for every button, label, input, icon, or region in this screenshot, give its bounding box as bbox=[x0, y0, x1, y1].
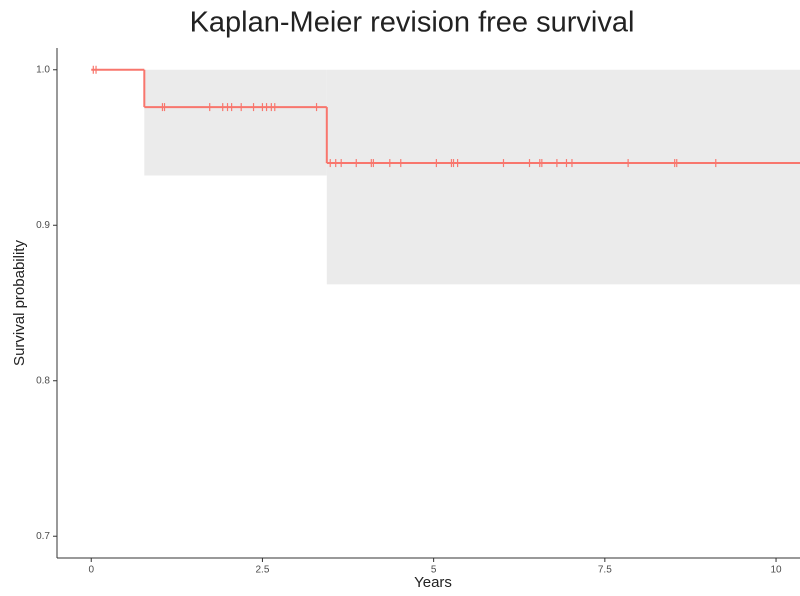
x-tick-label: 5 bbox=[431, 565, 437, 576]
y-axis-label: Survival probability bbox=[11, 240, 28, 366]
y-tick-label: 0.9 bbox=[36, 220, 50, 231]
y-tick-label: 1.0 bbox=[36, 64, 50, 75]
x-tick-label: 10 bbox=[770, 565, 782, 576]
chart-title: Kaplan-Meier revision free survival bbox=[190, 7, 635, 39]
x-axis-label: Years bbox=[414, 574, 452, 591]
confidence-band bbox=[326, 69, 800, 285]
x-tick-label: 2.5 bbox=[255, 565, 269, 576]
x-tick-label: 7.5 bbox=[598, 565, 612, 576]
y-tick-label: 0.8 bbox=[36, 375, 50, 386]
x-tick-label: 0 bbox=[88, 565, 94, 576]
y-tick-label: 0.7 bbox=[36, 531, 50, 542]
confidence-band bbox=[144, 69, 327, 176]
